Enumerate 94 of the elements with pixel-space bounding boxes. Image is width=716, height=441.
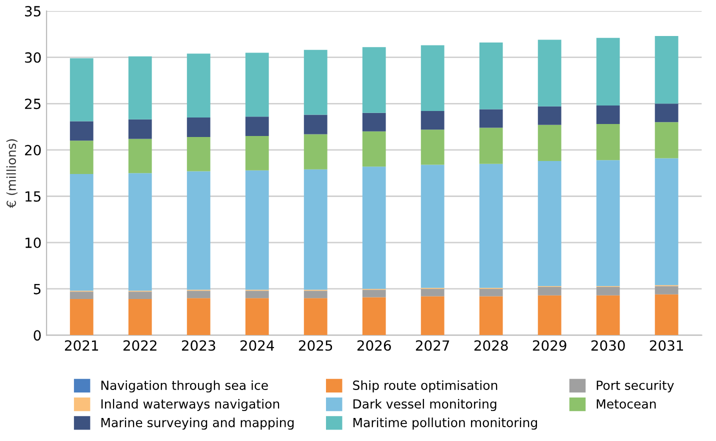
legend-label: Maritime pollution monitoring [353, 418, 537, 430]
bar [70, 58, 94, 122]
x-tick-label: 2031 [650, 340, 683, 351]
x-tick-label: 2025 [298, 340, 332, 351]
bar [479, 109, 503, 128]
bar [128, 292, 152, 300]
bar [128, 119, 152, 139]
bar [245, 136, 269, 170]
bar [186, 118, 210, 137]
x-tick-label: 2029 [532, 340, 566, 351]
y-tick-label: 25 [25, 98, 40, 110]
bar [654, 122, 678, 158]
x-tick-label: 2030 [591, 340, 625, 351]
legend-label: Port security [596, 380, 674, 392]
bar [70, 121, 94, 141]
bar [70, 292, 94, 300]
bar [304, 298, 328, 336]
bar [596, 295, 620, 336]
y-tick-label: 35 [25, 6, 40, 16]
bar [245, 170, 269, 290]
bar [186, 298, 210, 336]
bar [304, 50, 328, 115]
bar [420, 45, 444, 112]
bar [128, 138, 152, 174]
bar [304, 169, 328, 290]
bar [596, 160, 620, 286]
bar [70, 299, 94, 336]
bar [304, 114, 328, 134]
bar [128, 173, 152, 291]
bar [654, 36, 678, 104]
bar [128, 56, 152, 120]
bar [245, 290, 269, 298]
bar [186, 171, 210, 290]
y-axis-title: € (millions) [6, 139, 18, 208]
bar [479, 42, 503, 110]
bar [479, 164, 503, 288]
x-tick-label: 2027 [416, 340, 450, 351]
x-tick-label: 2023 [182, 340, 216, 351]
bar [304, 134, 328, 170]
bar [538, 124, 562, 162]
bar [538, 106, 562, 125]
y-tick-label: 0 [34, 330, 41, 341]
legend-label: Inland waterways navigation [101, 398, 280, 412]
bar [538, 295, 562, 336]
bar [596, 287, 620, 296]
bar [538, 287, 562, 296]
bar [362, 166, 386, 289]
bar [362, 290, 386, 298]
legend-label: Metocean [596, 399, 656, 409]
bar [362, 47, 386, 113]
y-tick-label: 5 [34, 284, 40, 294]
bar [304, 290, 328, 298]
bar [654, 104, 678, 122]
y-tick-label: 20 [25, 144, 41, 156]
y-tick-label: 10 [26, 238, 41, 248]
bar [70, 174, 94, 291]
bar [654, 286, 678, 294]
bar [245, 52, 269, 117]
y-tick-label: 30 [25, 52, 41, 63]
x-tick-label: 2024 [240, 340, 274, 351]
bar [245, 298, 269, 336]
bar [479, 296, 503, 336]
bar [420, 111, 444, 130]
y-tick-label: 15 [26, 191, 40, 202]
legend-label: Ship route optimisation [353, 380, 498, 392]
bar [362, 112, 386, 132]
bar [654, 294, 678, 336]
legend-label: Navigation through sea ice [101, 380, 268, 392]
bar [420, 296, 444, 336]
x-tick-label: 2028 [474, 340, 508, 351]
bar [420, 164, 444, 288]
bar [420, 130, 444, 165]
bar [70, 140, 94, 174]
bar [186, 136, 210, 172]
bar [538, 40, 562, 106]
x-tick-label: 2021 [64, 340, 98, 351]
legend-label: Dark vessel monitoring [353, 398, 496, 412]
x-tick-label: 2022 [123, 340, 156, 351]
bar [362, 131, 386, 167]
bar [186, 54, 210, 118]
x-tick-label: 2026 [357, 340, 391, 351]
bar [596, 124, 620, 160]
bar [596, 38, 620, 106]
bar [128, 299, 152, 336]
bar [362, 297, 386, 336]
bar [654, 158, 678, 286]
bar [538, 161, 562, 286]
bar [245, 116, 269, 136]
bar [479, 128, 503, 164]
bar [420, 288, 444, 296]
legend-label: Marine surveying and mapping [101, 418, 294, 430]
bar [596, 105, 620, 124]
bar [479, 288, 503, 296]
bar [186, 290, 210, 298]
